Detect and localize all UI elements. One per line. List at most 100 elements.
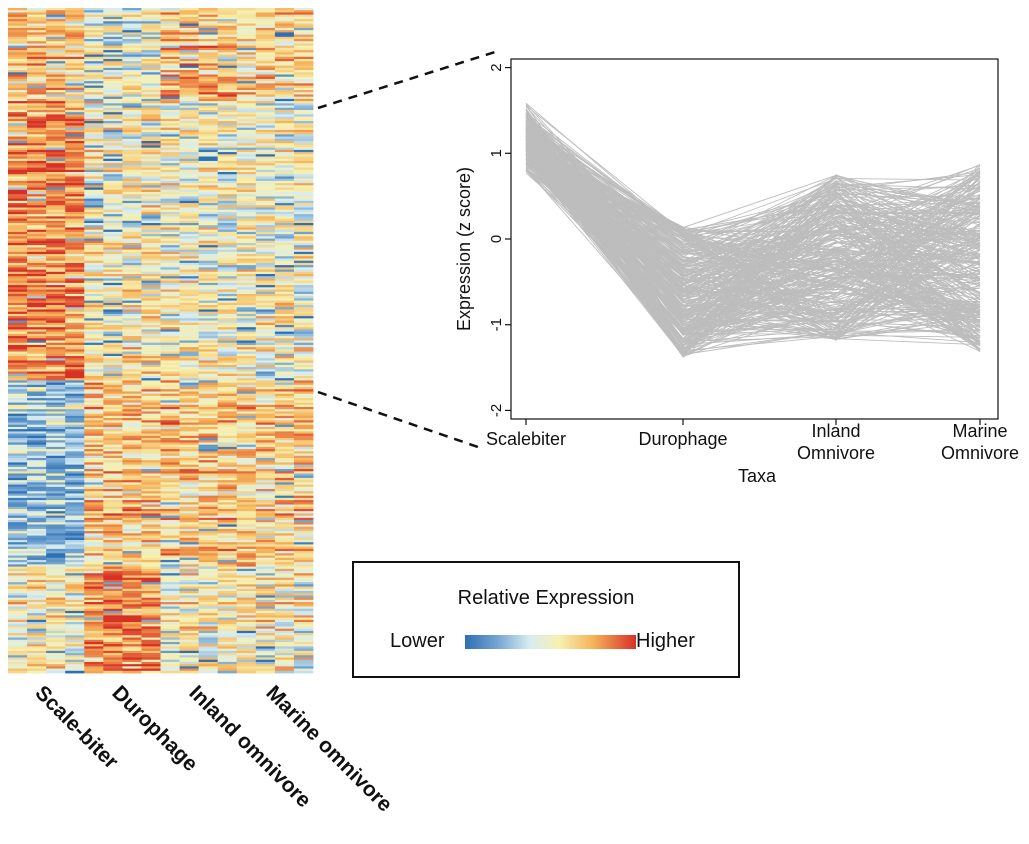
- heatmap-cell: [274, 54, 295, 58]
- heatmap-cell: [8, 300, 28, 304]
- heatmap-cell: [198, 218, 219, 222]
- heatmap-cell: [179, 449, 200, 452]
- heatmap-cell: [217, 577, 238, 581]
- heatmap-cell: [198, 526, 219, 530]
- heatmap-cell: [179, 353, 200, 357]
- heatmap-cell: [198, 254, 219, 257]
- heatmap-cell: [27, 109, 47, 113]
- heatmap-cell: [236, 27, 257, 31]
- heatmap-cell: [8, 143, 28, 146]
- heatmap-cell: [179, 320, 200, 324]
- heatmap-cell: [27, 442, 47, 446]
- heatmap-cell: [65, 568, 85, 572]
- heatmap-cell: [179, 278, 200, 282]
- heatmap-cell: [122, 158, 142, 162]
- heatmap-cell: [8, 657, 28, 661]
- heatmap-cell: [141, 546, 161, 550]
- heatmap-cell: [274, 575, 295, 579]
- heatmap-cell: [65, 262, 85, 266]
- heatmap-cell: [179, 482, 200, 485]
- heatmap-cell: [293, 98, 314, 102]
- heatmap-cell: [160, 280, 180, 284]
- heatmap-cell: [198, 387, 219, 390]
- heatmap-cell: [84, 568, 104, 572]
- heatmap-cell: [236, 457, 257, 461]
- heatmap-cell: [103, 309, 123, 313]
- heatmap-cell: [122, 477, 142, 481]
- heatmap-cell: [274, 431, 295, 434]
- heatmap-cell: [84, 85, 104, 89]
- heatmap-cell: [255, 373, 276, 377]
- heatmap-cell: [84, 506, 104, 510]
- heatmap-cell: [46, 568, 66, 572]
- heatmap-cell: [122, 382, 142, 386]
- heatmap-cell: [179, 446, 200, 450]
- heatmap-cell: [46, 473, 66, 477]
- heatmap-cell: [293, 85, 314, 89]
- heatmap-cell: [46, 185, 66, 188]
- heatmap-cell: [8, 183, 28, 186]
- heatmap-cell: [141, 426, 161, 430]
- heatmap-cell: [84, 154, 104, 157]
- heatmap-cell: [141, 256, 161, 259]
- heatmap-cell: [160, 50, 180, 53]
- heatmap-cell: [46, 311, 66, 315]
- heatmap-cell: [198, 74, 219, 78]
- heatmap-cell: [293, 76, 314, 80]
- heatmap-cell: [8, 25, 28, 29]
- heatmap-cell: [198, 384, 219, 388]
- heatmap-cell: [122, 56, 142, 60]
- heatmap-cell: [84, 207, 104, 211]
- heatmap-cell: [103, 276, 123, 279]
- heatmap-cell: [103, 23, 123, 27]
- heatmap-cell: [103, 27, 123, 31]
- heatmap-cell: [160, 387, 180, 390]
- heatmap-cell: [103, 172, 123, 175]
- heatmap-cell: [103, 444, 123, 448]
- heatmap-cell: [84, 134, 104, 137]
- heatmap-cell: [122, 602, 142, 605]
- heatmap-cell: [141, 156, 161, 160]
- heatmap-cell: [122, 502, 142, 505]
- heatmap-cell: [255, 236, 276, 239]
- heatmap-cell: [122, 353, 142, 357]
- heatmap-cell: [65, 664, 85, 667]
- heatmap-cell: [122, 491, 142, 494]
- heatmap-cell: [27, 298, 47, 301]
- heatmap-cell: [236, 205, 257, 208]
- heatmap-cell: [236, 92, 257, 95]
- heatmap-cell: [160, 336, 180, 339]
- heatmap-cell: [236, 548, 257, 552]
- heatmap-cell: [122, 280, 142, 284]
- heatmap-cell: [141, 462, 161, 466]
- heatmap-cell: [46, 664, 66, 667]
- heatmap-cell: [236, 316, 257, 319]
- heatmap-cell: [103, 433, 123, 437]
- heatmap-cell: [27, 624, 47, 627]
- heatmap-cell: [179, 389, 200, 392]
- heatmap-cell: [255, 216, 276, 219]
- heatmap-cell: [160, 382, 180, 386]
- heatmap-cell: [160, 165, 180, 168]
- heatmap-cell: [141, 562, 161, 565]
- heatmap-cell: [141, 566, 161, 570]
- heatmap-cell: [103, 564, 123, 567]
- heatmap-cell: [255, 19, 276, 22]
- heatmap-cell: [141, 240, 161, 244]
- heatmap-cell: [122, 617, 142, 621]
- heatmap-cell: [274, 267, 295, 270]
- heatmap-cell: [255, 429, 276, 432]
- heatmap-cell: [293, 163, 314, 166]
- heatmap-cell: [103, 400, 123, 403]
- heatmap-cell: [65, 415, 85, 419]
- heatmap-cell: [122, 482, 142, 485]
- heatmap-cell: [141, 535, 161, 539]
- heatmap-cell: [160, 39, 180, 42]
- heatmap-cell: [236, 568, 257, 572]
- heatmap-cell: [274, 149, 295, 153]
- heatmap-cell: [141, 639, 161, 643]
- heatmap-cell: [103, 72, 123, 75]
- heatmap-cell: [46, 462, 66, 466]
- heatmap-cell: [274, 566, 295, 570]
- heatmap-cell: [103, 389, 123, 392]
